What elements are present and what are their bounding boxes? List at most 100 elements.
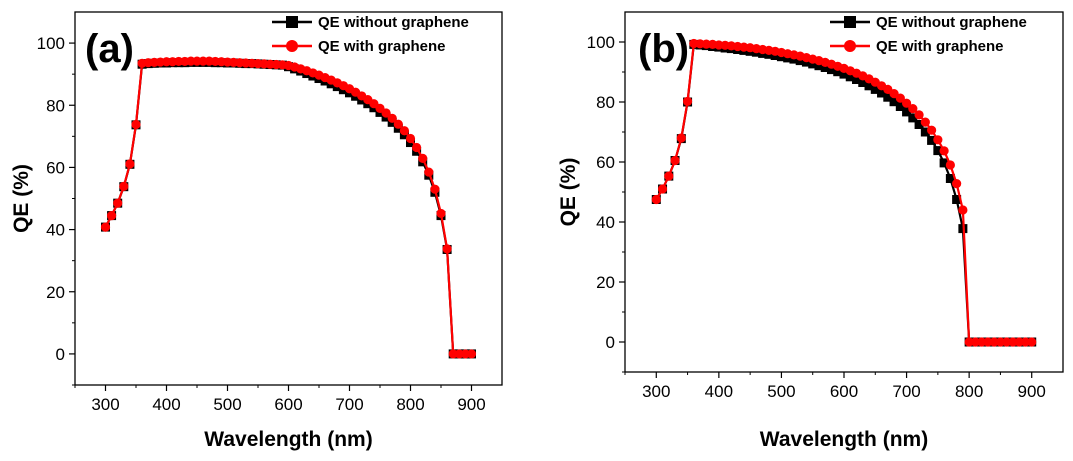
x-tick-label: 600	[830, 382, 858, 401]
data-point-with-graphene	[895, 93, 905, 103]
legend-label: QE without graphene	[318, 14, 469, 31]
x-tick-label: 500	[767, 382, 795, 401]
x-tick-label: 900	[457, 395, 485, 414]
x-tick-label: 800	[396, 395, 424, 414]
legend-label: QE without graphene	[876, 14, 1027, 31]
chart-panel-a: 300 400 500 600 700 800 900 0 20 40 60 80 100 Wavelen…	[10, 11, 503, 451]
data-point-with-graphene	[664, 171, 674, 181]
data-point-without-graphene	[945, 174, 955, 183]
data-point-with-graphene	[125, 159, 135, 169]
data-point-with-graphene	[424, 167, 434, 177]
data-point-with-graphene	[657, 184, 668, 194]
data-point-without-graphene	[933, 146, 943, 156]
data-point-without-graphene	[870, 84, 880, 94]
data-point-without-graphene	[920, 127, 930, 137]
x-tick-label: 700	[335, 395, 363, 414]
legend-label: QE with graphene	[876, 38, 1004, 55]
y-tick-label: 0	[606, 333, 615, 352]
legend-label: QE with graphene	[318, 38, 446, 55]
data-point-without-graphene	[808, 59, 818, 69]
data-point-with-graphene	[113, 198, 123, 208]
y-tick-label: 100	[37, 34, 65, 53]
data-point-with-graphene	[107, 210, 117, 221]
data-point-with-graphene	[945, 160, 955, 170]
data-point-without-graphene	[858, 78, 868, 87]
data-point-with-graphene	[381, 108, 391, 118]
y-axis-title: QE (%)	[557, 158, 580, 227]
data-point-with-graphene	[933, 135, 943, 145]
x-tick-label: 300	[642, 382, 670, 401]
data-point-without-graphene	[833, 67, 843, 77]
series-line-with-graphene	[655, 42, 1032, 344]
data-point-with-graphene	[901, 98, 912, 108]
data-point-with-graphene	[1027, 337, 1037, 347]
data-point-with-graphene	[958, 205, 968, 215]
data-point-with-graphene	[914, 110, 924, 120]
data-point-without-graphene	[877, 88, 887, 98]
series-line-without-graphene	[104, 61, 472, 356]
data-point-without-graphene	[889, 97, 899, 107]
data-point-without-graphene	[814, 61, 824, 71]
y-tick-label: 40	[46, 221, 65, 240]
legend-marker-circle	[286, 40, 298, 52]
y-tick-label: 80	[46, 96, 65, 115]
data-point-without-graphene	[826, 65, 836, 75]
data-point-without-graphene	[839, 69, 849, 79]
data-point-without-graphene	[902, 107, 912, 117]
data-point-with-graphene	[100, 222, 111, 232]
y-tick-label: 60	[46, 158, 65, 177]
data-point-with-graphene	[651, 194, 661, 205]
x-tick-label: 900	[1018, 382, 1046, 401]
x-tick-label: 400	[152, 395, 180, 414]
data-point-with-graphene	[676, 133, 686, 143]
data-point-with-graphene	[436, 208, 446, 219]
y-tick-label: 80	[596, 93, 615, 112]
x-axis-title: Wavelength (nm)	[760, 428, 928, 451]
series-line-without-graphene	[655, 43, 1032, 344]
data-point-with-graphene	[399, 126, 409, 136]
y-tick-label: 40	[596, 213, 615, 232]
data-point-with-graphene	[908, 104, 918, 114]
data-point-without-graphene	[939, 158, 949, 168]
data-point-without-graphene	[845, 72, 855, 82]
x-tick-label: 300	[91, 395, 119, 414]
data-point-with-graphene	[131, 119, 141, 130]
data-point-without-graphene	[883, 92, 893, 102]
data-point-with-graphene	[466, 349, 477, 359]
y-tick-label: 20	[596, 273, 615, 292]
panel-label: (a)	[85, 27, 134, 71]
data-point-with-graphene	[920, 117, 930, 127]
legend-marker-circle	[844, 40, 856, 52]
data-point-with-graphene	[927, 125, 937, 135]
data-point-without-graphene	[820, 63, 830, 72]
data-point-with-graphene	[119, 181, 129, 191]
data-point-with-graphene	[939, 146, 949, 156]
x-tick-label: 700	[892, 382, 920, 401]
x-axis-title: Wavelength (nm)	[204, 428, 372, 451]
x-tick-label: 400	[705, 382, 733, 401]
y-tick-label: 0	[56, 345, 65, 364]
data-point-with-graphene	[412, 142, 422, 153]
series-line-with-graphene	[104, 60, 472, 356]
data-point-without-graphene	[952, 195, 962, 204]
data-point-with-graphene	[670, 155, 680, 166]
x-tick-label: 500	[213, 395, 241, 414]
data-point-with-graphene	[387, 113, 397, 123]
data-point-without-graphene	[914, 120, 924, 129]
data-point-without-graphene	[864, 81, 874, 91]
x-tick-label: 800	[955, 382, 983, 401]
chart-panel-b: 300 400 500 600 700 800 900 0 20 40 60 80 100 Wavelen…	[557, 11, 1064, 451]
data-point-with-graphene	[418, 153, 428, 164]
x-tick-label: 600	[274, 395, 302, 414]
legend-marker-square	[286, 16, 298, 28]
data-point-with-graphene	[430, 184, 440, 194]
data-point-with-graphene	[393, 119, 403, 129]
y-tick-label: 100	[587, 33, 615, 52]
data-point-without-graphene	[852, 75, 862, 84]
y-tick-label: 20	[46, 283, 65, 302]
data-point-with-graphene	[405, 133, 416, 144]
y-tick-label: 60	[596, 153, 615, 172]
y-axis-title: QE (%)	[10, 164, 33, 233]
